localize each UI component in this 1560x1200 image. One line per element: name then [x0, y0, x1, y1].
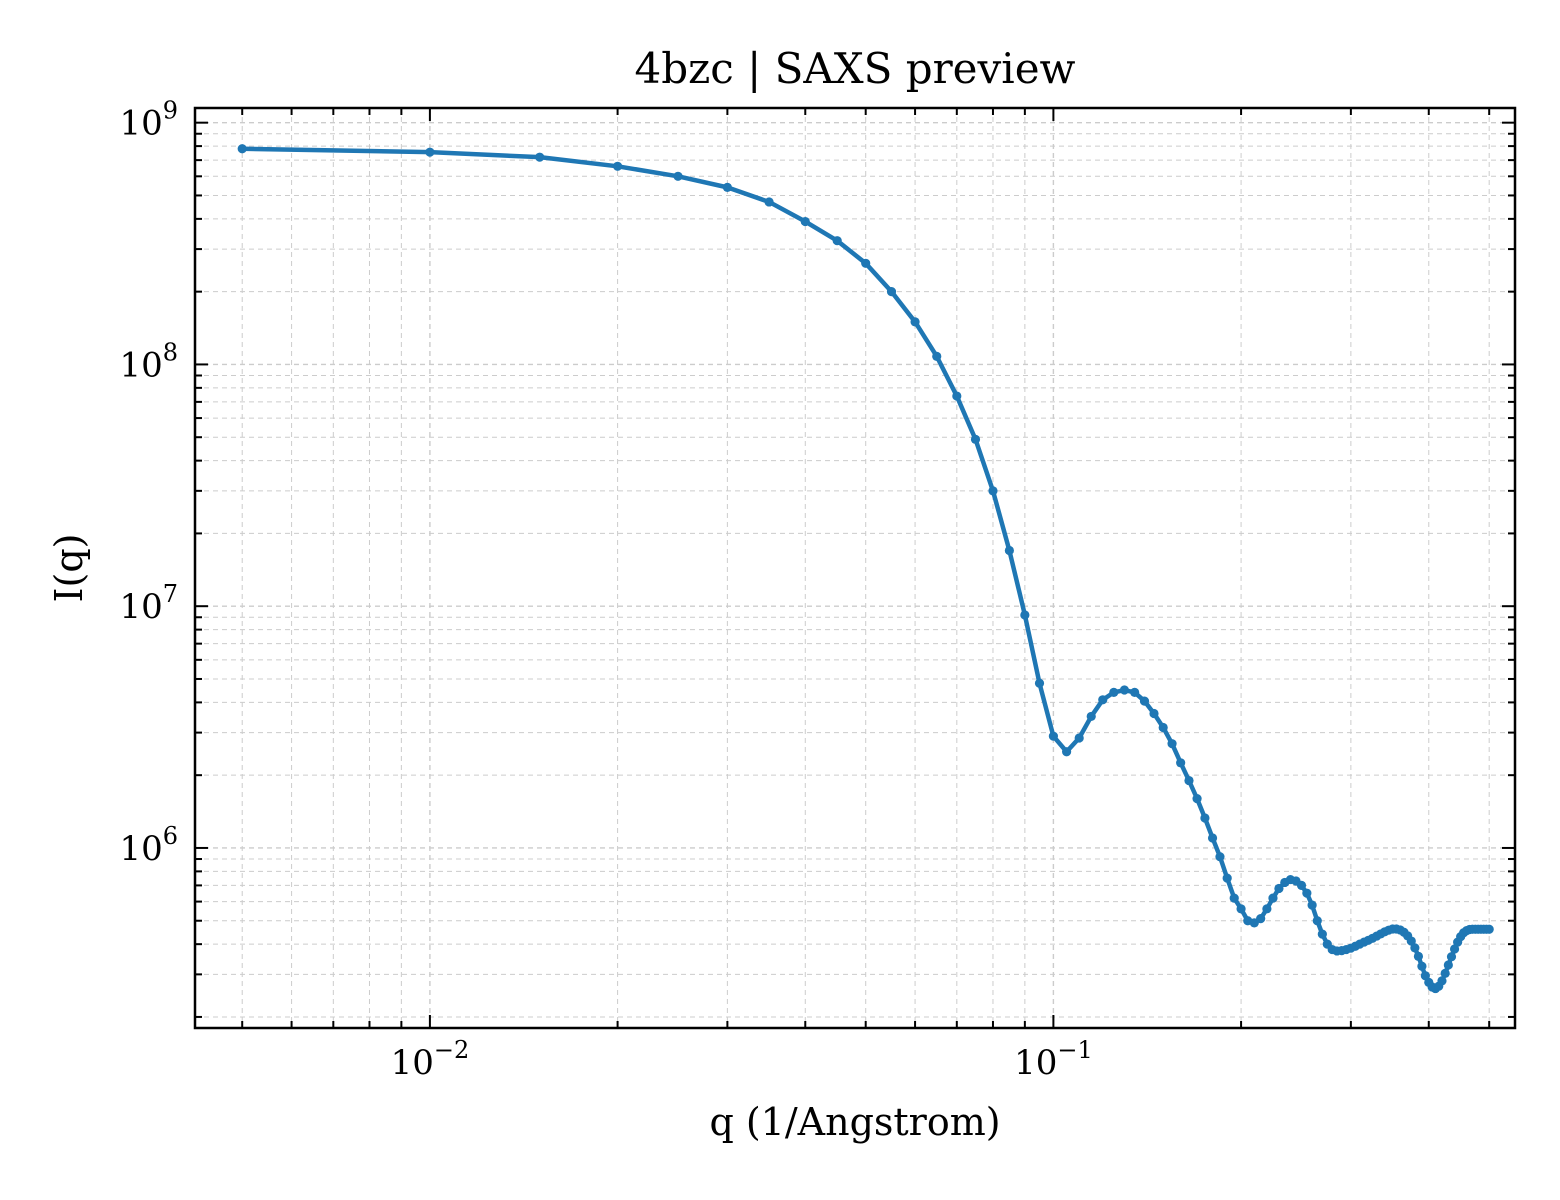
data-point [1086, 711, 1096, 722]
data-point [1406, 936, 1416, 946]
data-point [1236, 904, 1246, 914]
data-point [800, 216, 810, 227]
data-point [1302, 888, 1312, 898]
data-point [764, 197, 774, 207]
data-point [1062, 747, 1072, 757]
data-point [1192, 794, 1202, 804]
data-point [832, 236, 842, 246]
data-point [1222, 873, 1232, 883]
y-tick-label: 107 [119, 580, 178, 627]
data-point [1139, 696, 1150, 706]
data-point [1020, 610, 1030, 620]
data-point [1200, 813, 1210, 823]
data-point [1317, 929, 1327, 939]
data-point [1446, 952, 1457, 962]
data-point [1449, 944, 1460, 954]
data-point [1048, 731, 1058, 741]
data-point [988, 486, 998, 496]
data-point [1176, 758, 1186, 768]
data-point [1417, 961, 1427, 971]
data-point [1034, 678, 1045, 688]
data-point [1274, 883, 1284, 894]
series-layer [237, 144, 1494, 994]
data-point [1158, 722, 1168, 733]
plot-frame [193, 106, 1517, 1030]
data-point [1207, 833, 1218, 843]
x-axis-label: q (1/Angstrom) [709, 1100, 1000, 1144]
y-tick-label: 106 [119, 822, 178, 869]
y-tick-label: 109 [119, 97, 178, 144]
y-axis-label: I(q) [47, 534, 91, 603]
data-point [1484, 924, 1494, 934]
x-tick-label: 10−1 [1014, 1036, 1093, 1083]
data-point [1215, 852, 1225, 862]
data-point [1296, 880, 1307, 891]
data-point [1109, 687, 1119, 697]
data-point [932, 351, 942, 361]
data-point [1130, 687, 1140, 697]
data-point [1410, 943, 1420, 953]
data-point [1437, 976, 1447, 986]
data-point [1443, 960, 1453, 970]
x-tick-label: 10−2 [391, 1036, 470, 1083]
data-point [1119, 685, 1130, 695]
data-point [535, 152, 545, 162]
data-point [1098, 695, 1108, 705]
data-point [1413, 951, 1424, 961]
data-point [1074, 733, 1084, 743]
data-point [722, 182, 732, 192]
data-point [970, 434, 981, 444]
data-point [1307, 900, 1317, 910]
data-point [1004, 545, 1014, 556]
data-point [861, 258, 871, 268]
chart-title: 4bzc | SAXS preview [634, 44, 1075, 93]
y-tick-label: 108 [119, 338, 178, 385]
data-point [1184, 775, 1194, 786]
ticks [195, 108, 1515, 1028]
data-point [910, 317, 920, 327]
data-point [1149, 708, 1159, 719]
data-point [1440, 968, 1450, 978]
data-point [886, 287, 897, 297]
data-point [237, 144, 247, 154]
data-point [1312, 916, 1322, 926]
grid [195, 108, 1515, 1028]
data-point [1268, 893, 1278, 903]
data-point [1262, 904, 1272, 914]
data-point [425, 147, 435, 157]
data-point [673, 171, 683, 181]
data-point [1229, 893, 1239, 903]
data-point [1256, 914, 1266, 924]
data-point [1167, 739, 1177, 749]
tick-labels: 10−2 10−1 106 107 108 109 [119, 97, 1092, 1083]
data-point [612, 161, 623, 171]
data-point [952, 391, 962, 401]
